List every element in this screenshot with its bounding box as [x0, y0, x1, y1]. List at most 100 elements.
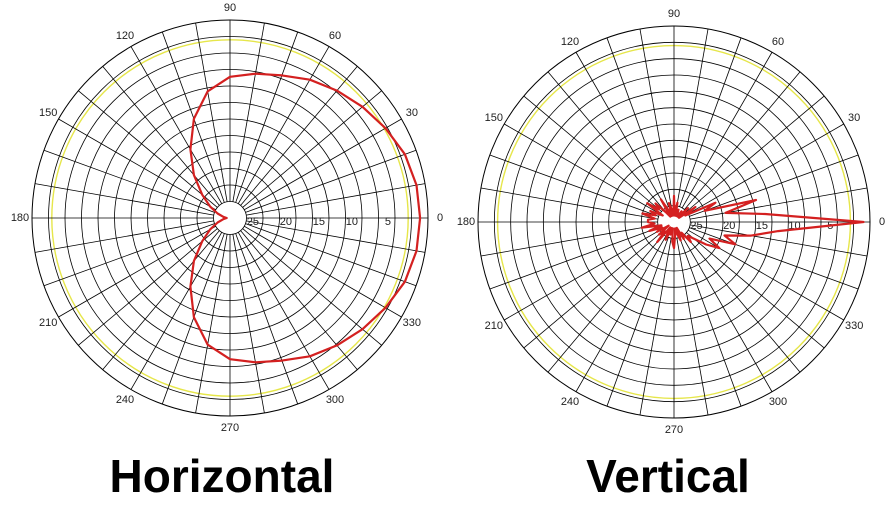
- angle-tick-label: 240: [116, 394, 134, 406]
- chart-title: Vertical: [586, 450, 750, 502]
- angle-grid-line: [58, 118, 216, 211]
- angle-tick-label: 210: [39, 317, 57, 329]
- angle-grid-line: [504, 229, 661, 321]
- angle-tick-label: 270: [221, 422, 239, 434]
- angle-grid-line: [58, 225, 216, 318]
- angle-grid-line: [195, 22, 228, 202]
- r-tick-label: 5: [385, 216, 391, 228]
- angle-grid-line: [130, 232, 223, 390]
- angle-grid-line: [679, 37, 742, 207]
- angle-grid-line: [43, 149, 215, 213]
- angle-grid-line: [523, 232, 662, 349]
- angle-grid-line: [195, 234, 228, 414]
- angle-tick-label: 210: [485, 320, 503, 332]
- pattern-line: [640, 194, 865, 250]
- angle-grid-line: [575, 52, 667, 209]
- chart-title: Horizontal: [110, 450, 335, 502]
- angle-tick-label: 300: [326, 394, 344, 406]
- angle-grid-line: [489, 227, 659, 290]
- angle-tick-label: 330: [403, 317, 421, 329]
- angle-grid-line: [687, 229, 844, 321]
- angle-grid-line: [687, 123, 844, 215]
- angle-tick-label: 240: [561, 396, 579, 408]
- angle-grid-line: [244, 118, 402, 211]
- angle-grid-line: [681, 235, 773, 392]
- angle-tick-label: 60: [772, 36, 784, 48]
- angle-grid-line: [681, 52, 773, 209]
- angle-grid-line: [237, 46, 330, 204]
- angle-grid-line: [235, 31, 299, 203]
- angle-grid-line: [232, 234, 265, 414]
- angle-grid-line: [34, 220, 214, 253]
- angle-grid-line: [240, 230, 358, 370]
- angle-grid-line: [235, 233, 299, 405]
- r-tick-label: 25: [690, 220, 702, 232]
- angle-tick-label: 0: [437, 212, 443, 224]
- r-tick-label: 20: [723, 220, 735, 232]
- angle-grid-line: [489, 154, 659, 217]
- angle-grid-line: [78, 90, 218, 208]
- r-tick-label: 20: [280, 216, 292, 228]
- angle-grid-line: [480, 187, 658, 220]
- angle-grid-line: [161, 31, 225, 203]
- angle-grid-line: [686, 95, 825, 212]
- angle-grid-line: [78, 228, 218, 346]
- angle-tick-label: 150: [39, 107, 57, 119]
- grid-ring: [213, 201, 247, 235]
- angle-tick-label: 180: [457, 216, 475, 228]
- angle-grid-line: [246, 220, 426, 253]
- angle-grid-line: [689, 154, 859, 217]
- angle-grid-line: [161, 233, 225, 405]
- angle-tick-label: 270: [665, 424, 683, 436]
- r-tick-label: 15: [313, 216, 325, 228]
- angle-grid-line: [232, 22, 265, 202]
- angle-tick-label: 150: [485, 112, 503, 124]
- angle-grid-line: [480, 224, 658, 257]
- angle-grid-line: [102, 230, 220, 370]
- angle-grid-line: [684, 234, 801, 373]
- angle-tick-label: 0: [879, 216, 885, 228]
- angle-grid-line: [690, 187, 868, 220]
- angle-grid-line: [547, 234, 664, 373]
- angle-tick-label: 30: [406, 107, 418, 119]
- r-tick-label: 25: [247, 216, 259, 228]
- angle-grid-line: [244, 225, 402, 318]
- angle-tick-label: 300: [769, 396, 787, 408]
- angle-grid-line: [679, 237, 742, 407]
- angle-grid-line: [245, 223, 417, 287]
- angle-grid-line: [237, 232, 330, 390]
- angle-tick-label: 120: [116, 30, 134, 42]
- angle-tick-label: 60: [329, 30, 341, 42]
- angle-grid-line: [575, 235, 667, 392]
- angle-grid-line: [130, 46, 223, 204]
- angle-tick-label: 90: [224, 2, 236, 14]
- angle-tick-label: 180: [11, 212, 29, 224]
- angle-grid-line: [684, 71, 801, 210]
- angle-grid-line: [689, 227, 859, 290]
- angle-grid-line: [523, 95, 662, 212]
- angle-grid-line: [676, 238, 709, 416]
- angle-grid-line: [43, 223, 215, 287]
- angle-grid-line: [606, 237, 669, 407]
- angle-grid-line: [246, 183, 426, 216]
- angle-grid-line: [245, 149, 417, 213]
- r-tick-label: 15: [756, 220, 768, 232]
- angle-grid-line: [242, 90, 382, 208]
- angle-grid-line: [242, 228, 382, 346]
- angle-grid-line: [676, 28, 709, 206]
- angle-grid-line: [686, 232, 825, 349]
- angle-grid-line: [606, 37, 669, 207]
- angle-grid-line: [639, 28, 672, 206]
- angle-grid-line: [690, 224, 868, 257]
- r-tick-label: 10: [346, 216, 358, 228]
- angle-tick-label: 90: [668, 8, 680, 20]
- pattern-line: [189, 72, 422, 364]
- angle-grid-line: [34, 183, 214, 216]
- angle-grid-line: [547, 71, 664, 210]
- angle-grid-line: [102, 66, 220, 206]
- angle-tick-label: 330: [845, 320, 863, 332]
- angle-tick-label: 120: [561, 36, 579, 48]
- angle-grid-line: [639, 238, 672, 416]
- angle-tick-label: 30: [848, 112, 860, 124]
